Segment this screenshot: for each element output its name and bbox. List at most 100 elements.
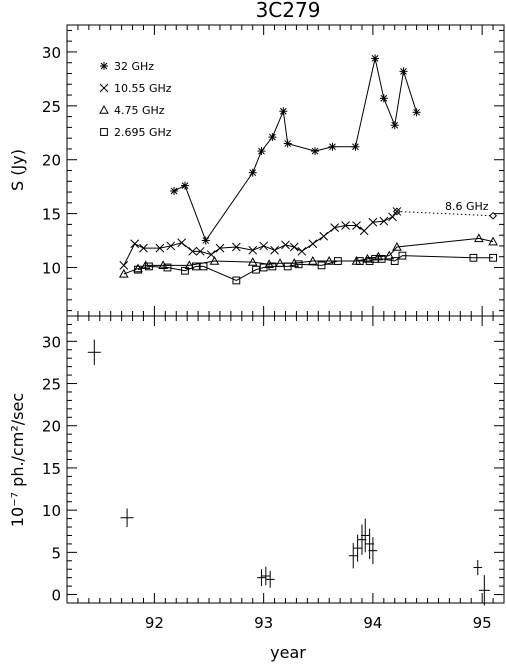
data-point-4-75-ghz [209, 256, 220, 265]
data-point-2-695-ghz [163, 263, 172, 272]
x-tick-label: 95 [473, 614, 492, 632]
data-point-32-ghz [328, 142, 337, 151]
data-point-32-ghz [279, 107, 288, 116]
marker-shape [252, 265, 260, 274]
marker-shape [317, 261, 326, 270]
data-point [265, 570, 275, 588]
data-point-10-55-ghz [188, 246, 197, 256]
marker-stroke [368, 217, 378, 227]
data-point-10-55-ghz [119, 260, 129, 270]
marker-shape [398, 251, 407, 260]
marker-stroke [352, 143, 359, 151]
data-point-2-695-ghz [134, 265, 142, 274]
x-ticks: 92 93 94 95 [66, 25, 505, 632]
marker-stroke [195, 246, 205, 256]
data-point [360, 518, 370, 553]
data-point-32-ghz [248, 168, 257, 177]
data-point [120, 508, 134, 528]
marker-stroke [100, 62, 108, 70]
top-y-ticks: 10 15 20 25 30 [42, 29, 504, 312]
data-point-10-55-ghz [297, 246, 307, 256]
data-point-32-ghz [371, 54, 380, 63]
marker-shape [307, 256, 318, 265]
data-point-10-55-ghz [308, 239, 318, 249]
data-point-8-6-ghz [489, 211, 497, 220]
marker-shape [209, 256, 220, 265]
top-y-tick-label: 10 [42, 260, 61, 278]
marker-shape [365, 257, 374, 265]
data-point-10-55-ghz [352, 221, 361, 230]
data-point-10-55-ghz [177, 238, 187, 248]
marker-stroke [166, 241, 176, 251]
data-point-4-75-ghz [289, 258, 300, 267]
marker-shape [489, 253, 497, 262]
top-y-tick-label: 15 [42, 206, 61, 224]
chart-title: 3C279 [256, 0, 321, 22]
legend-marker-10-55-ghz [99, 83, 109, 93]
marker-stroke [311, 147, 319, 155]
marker-stroke [248, 245, 258, 255]
data-point-2-695-ghz [317, 261, 326, 270]
marker-stroke [297, 246, 307, 256]
data-point-4-75-ghz [158, 260, 168, 270]
legend-marker-2-695-ghz [100, 128, 108, 136]
data-point-2-695-ghz [334, 257, 342, 265]
marker-shape [392, 241, 402, 251]
marker-shape [99, 104, 109, 114]
data-point-4-75-ghz [324, 256, 335, 265]
data-point-2-695-ghz [192, 262, 200, 271]
legend: 32 GHz 10.55 GHz 4.75 GHz 2.695 GHz [99, 60, 172, 139]
data-point-10-55-ghz [319, 231, 329, 241]
marker-shape [118, 268, 129, 278]
data-point [368, 537, 378, 565]
bottom-y-tick-label: 5 [51, 544, 61, 562]
marker-shape [469, 253, 478, 262]
marker-shape [377, 254, 386, 263]
marker-stroke [181, 182, 189, 189]
marker-shape [247, 257, 258, 266]
series-line-2-695-ghz [137, 255, 494, 281]
top-y-tick-label: 30 [42, 44, 61, 62]
marker-stroke [202, 237, 210, 244]
bottom-points-layer [87, 339, 490, 606]
marker-stroke [352, 221, 361, 230]
data-point-4-75-ghz [118, 268, 129, 278]
x-tick-label: 92 [145, 614, 164, 632]
marker-shape [334, 257, 342, 265]
data-point-10-55-ghz [259, 241, 269, 251]
data-point-2-695-ghz [294, 260, 303, 269]
data-point-2-695-ghz [259, 263, 268, 272]
marker-stroke [308, 239, 318, 249]
marker-shape [100, 128, 108, 136]
data-point [261, 566, 271, 586]
marker-stroke [380, 94, 388, 102]
marker-shape [283, 262, 292, 271]
marker-shape [362, 253, 373, 263]
marker-stroke [359, 226, 369, 236]
marker-stroke [341, 221, 350, 230]
legend-label-32-ghz: 32 GHz [114, 60, 154, 73]
marker-stroke [329, 143, 336, 151]
data-point [353, 534, 362, 562]
data-point-10-55-ghz [359, 226, 369, 236]
marker-shape [324, 256, 335, 265]
data-point-2-695-ghz [181, 266, 189, 275]
marker-stroke [119, 260, 129, 270]
data-point-10-55-ghz [155, 243, 165, 253]
data-point-2-695-ghz [489, 253, 497, 262]
marker-shape [232, 276, 241, 285]
marker-stroke [379, 216, 389, 226]
marker-stroke [281, 240, 290, 250]
marker-stroke [269, 133, 276, 141]
bottom-y-axis-label: 10⁻⁷ ph./cm²/sec [8, 393, 27, 527]
data-point [257, 569, 266, 587]
data-point-2-695-ghz [268, 262, 277, 271]
data-point-10-55-ghz [289, 242, 299, 252]
bottom-panel-frame [66, 315, 505, 604]
marker-shape [390, 257, 399, 265]
data-point-10-55-ghz [231, 242, 241, 252]
marker-stroke [284, 140, 292, 147]
marker-stroke [188, 246, 197, 256]
data-point-4-75-ghz [307, 256, 318, 265]
